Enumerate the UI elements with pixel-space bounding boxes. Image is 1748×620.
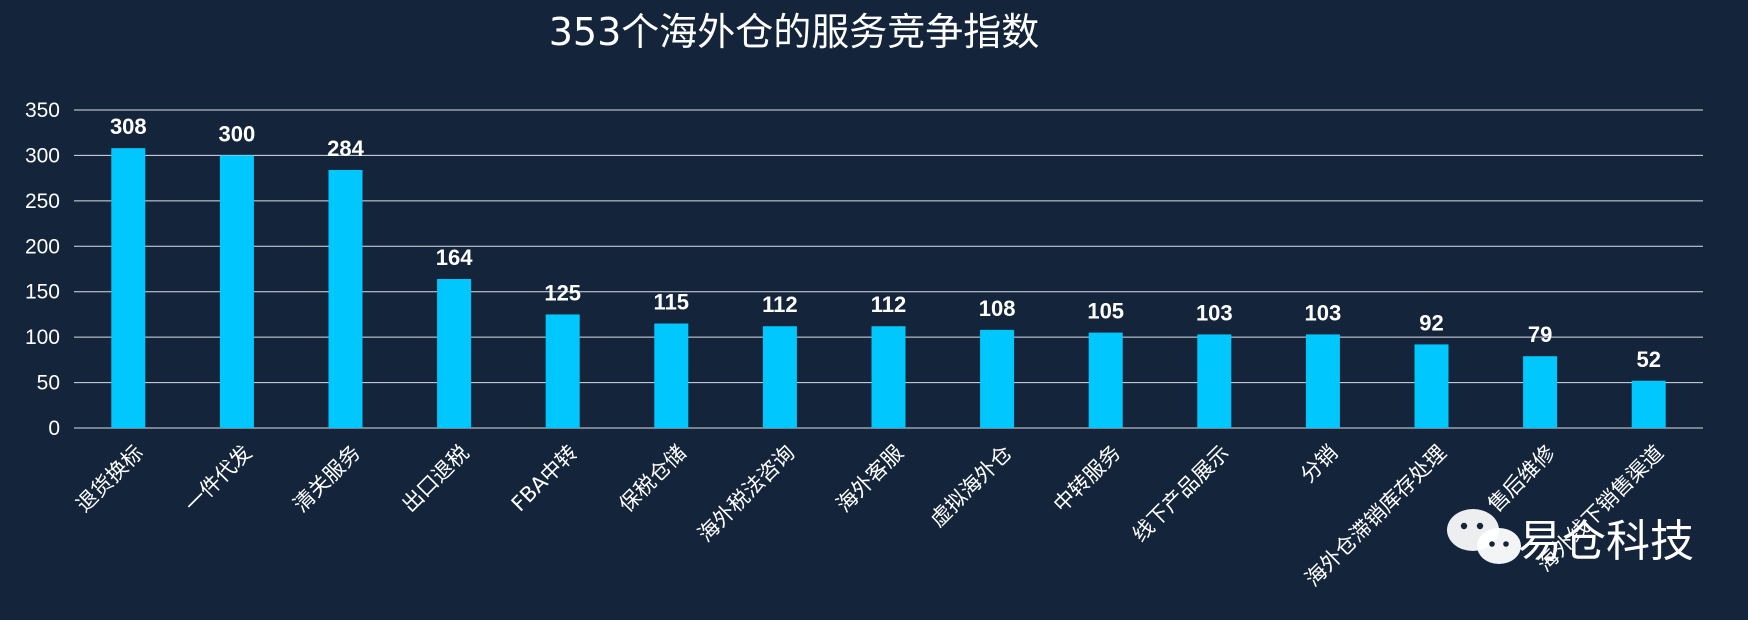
bar	[762, 326, 797, 428]
data-label: 108	[979, 296, 1016, 321]
x-tick-label: 保税仓储	[614, 441, 690, 517]
data-label: 308	[110, 114, 147, 139]
x-tick-label: 清关服务	[289, 441, 365, 517]
bar	[437, 278, 472, 428]
x-tick-label: 虚拟海外仓	[925, 441, 1016, 532]
data-label: 103	[1305, 300, 1342, 325]
y-tick-label: 300	[25, 144, 60, 167]
data-label: 52	[1636, 347, 1660, 372]
y-axis: 0 50 100 150 200 250 300 350	[25, 99, 60, 440]
x-tick-label: 一件代发	[180, 441, 256, 517]
chart-title: 353个海外仓的服务竞争指数	[549, 10, 1040, 54]
y-tick-label: 350	[25, 99, 60, 122]
bar	[1197, 334, 1232, 428]
bar	[328, 169, 363, 429]
wechat-icon	[1447, 509, 1521, 564]
bars	[111, 148, 1666, 429]
y-tick-label: 250	[25, 190, 60, 213]
data-label: 300	[219, 121, 256, 146]
data-label: 125	[544, 280, 581, 305]
x-tick-label: 退货换标	[71, 441, 147, 517]
x-tick-label: 中转服务	[1049, 441, 1125, 517]
data-labels: 308 300 284 164 125 115 112 112 108 105 103 103 92 79…	[110, 114, 1661, 372]
bar	[219, 155, 254, 428]
bar	[654, 323, 689, 428]
data-label: 79	[1528, 322, 1552, 347]
bar	[1631, 380, 1666, 428]
bar	[545, 314, 580, 428]
y-tick-label: 100	[25, 326, 60, 349]
bar	[1414, 344, 1449, 428]
bar	[871, 326, 906, 428]
y-tick-label: 200	[25, 235, 60, 258]
bar	[980, 329, 1015, 428]
data-label: 105	[1087, 299, 1124, 324]
x-tick-label: 海外税法咨询	[693, 441, 799, 547]
y-tick-label: 0	[48, 417, 60, 440]
watermark-text: 易仓科技	[1518, 516, 1694, 567]
data-label: 112	[762, 292, 798, 317]
x-tick-label: 售后维修	[1483, 441, 1559, 517]
bar	[1305, 334, 1340, 428]
x-tick-label: 线下产品展示	[1128, 441, 1234, 547]
data-label: 164	[436, 245, 473, 270]
bar	[1088, 332, 1123, 428]
x-tick-label: 出口退税	[397, 441, 473, 517]
data-label: 92	[1419, 310, 1443, 335]
data-label: 284	[327, 136, 364, 161]
y-tick-label: 50	[37, 372, 60, 395]
x-tick-label: 分销	[1296, 441, 1343, 488]
watermark: 易仓科技	[1447, 509, 1694, 567]
bar	[111, 148, 146, 428]
x-tick-label: 海外客服	[832, 441, 908, 517]
y-tick-label: 150	[25, 281, 60, 304]
bar	[1523, 356, 1558, 428]
data-label: 103	[1196, 300, 1233, 325]
x-tick-label: FBA中转	[507, 441, 583, 517]
x-axis: 退货换标 一件代发 清关服务 出口退税 FBA中转 保税仓储 海外税法咨询 海外客服 虚拟海外仓…	[71, 441, 1668, 592]
data-label: 112	[871, 292, 907, 317]
data-label: 115	[654, 290, 690, 315]
